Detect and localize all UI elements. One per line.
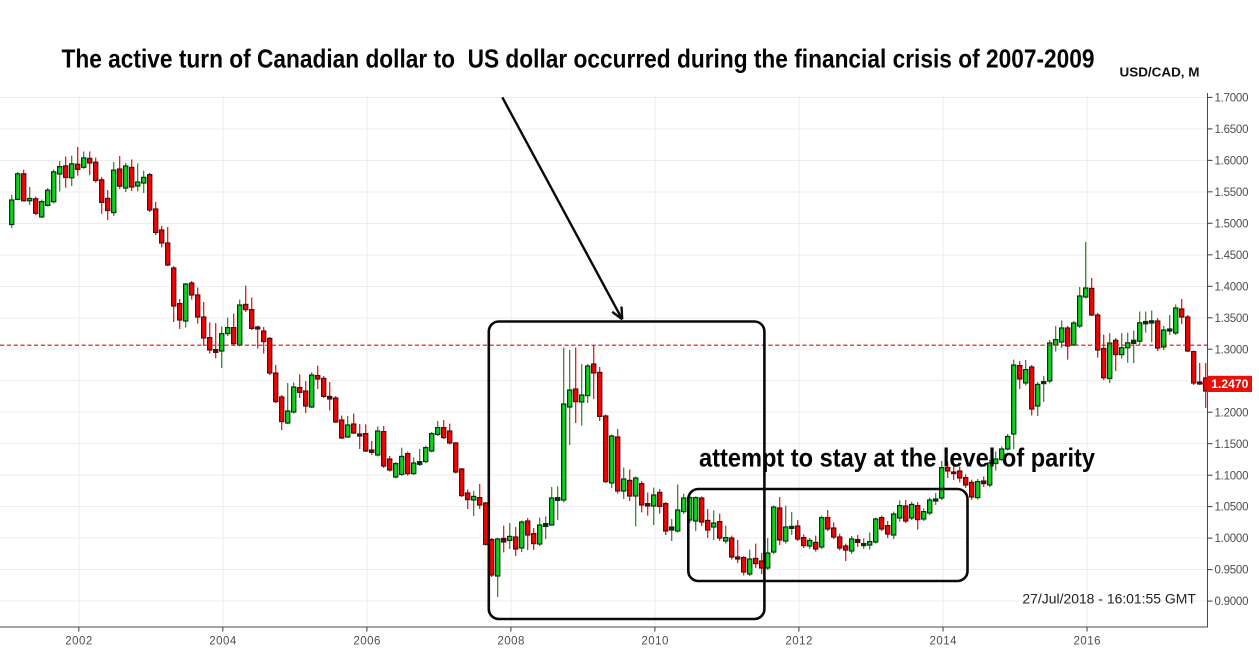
svg-text:2012: 2012	[785, 636, 812, 648]
svg-text:1.1500: 1.1500	[1215, 439, 1249, 451]
svg-text:1.2470: 1.2470	[1211, 377, 1248, 391]
svg-text:2016: 2016	[1074, 636, 1101, 648]
svg-text:1.6500: 1.6500	[1215, 124, 1249, 136]
svg-text:1.4000: 1.4000	[1215, 281, 1249, 293]
svg-text:2014: 2014	[930, 636, 958, 648]
svg-text:2004: 2004	[209, 636, 237, 648]
svg-text:1.3000: 1.3000	[1215, 344, 1249, 356]
svg-text:attempt to stay at the level o: attempt to stay at the level of parity	[699, 443, 1095, 473]
svg-text:2008: 2008	[497, 636, 524, 648]
svg-text:1.1000: 1.1000	[1215, 470, 1249, 482]
svg-text:USD/CAD, M: USD/CAD, M	[1120, 66, 1200, 80]
svg-text:2002: 2002	[65, 636, 92, 648]
svg-text:1.5500: 1.5500	[1215, 187, 1249, 199]
svg-text:1.6000: 1.6000	[1215, 156, 1249, 168]
svg-text:1.2000: 1.2000	[1215, 407, 1249, 419]
svg-text:27/Jul/2018 - 16:01:55 GMT: 27/Jul/2018 - 16:01:55 GMT	[1022, 592, 1196, 607]
svg-text:1.7000: 1.7000	[1215, 93, 1249, 105]
svg-text:2010: 2010	[641, 636, 668, 648]
svg-text:0.9500: 0.9500	[1215, 565, 1249, 577]
svg-text:1.0500: 1.0500	[1215, 502, 1249, 514]
svg-text:The active turn of Canadian do: The active turn of Canadian dollar to US…	[62, 44, 1095, 74]
svg-text:1.5000: 1.5000	[1215, 218, 1249, 230]
svg-text:1.3500: 1.3500	[1215, 313, 1249, 325]
svg-text:1.0000: 1.0000	[1215, 533, 1249, 545]
svg-text:1.4500: 1.4500	[1215, 250, 1249, 262]
svg-text:0.9000: 0.9000	[1215, 596, 1249, 608]
svg-text:2006: 2006	[353, 636, 380, 648]
